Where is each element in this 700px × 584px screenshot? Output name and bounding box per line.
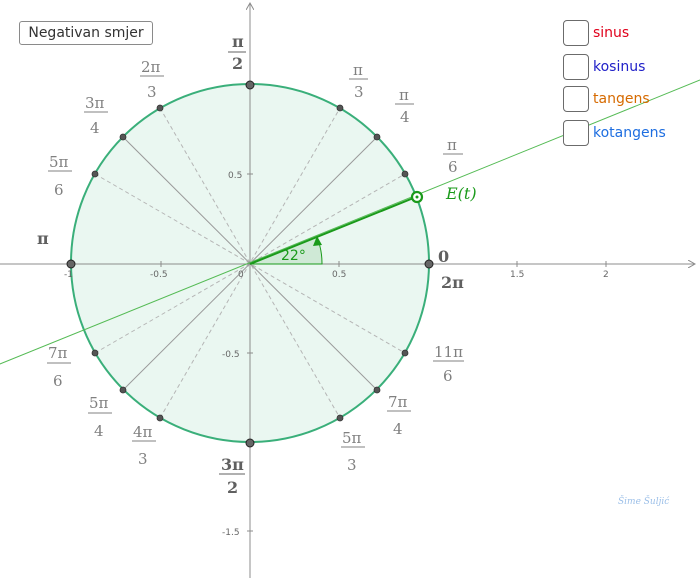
checkbox-sinus[interactable]: sinus <box>563 19 629 47</box>
svg-text:4: 4 <box>94 422 104 440</box>
label-seven-pi-6: 7π 6 <box>47 344 71 390</box>
checkbox-kosinus-label: kosinus <box>593 59 646 75</box>
special-points <box>91 104 409 422</box>
label-two-pi: 2π <box>441 273 464 292</box>
svg-text:7π: 7π <box>388 393 408 411</box>
y-tick-0-5: 0.5 <box>228 171 242 181</box>
label-pi-3: π 3 <box>349 61 368 101</box>
checkbox-kosinus-box[interactable] <box>563 54 589 80</box>
label-five-pi-4: 5π 4 <box>88 394 112 440</box>
svg-text:6: 6 <box>54 181 64 199</box>
x-tick-0: 0 <box>238 270 244 280</box>
svg-text:3π: 3π <box>85 94 105 112</box>
label-pi-6: π 6 <box>443 136 463 176</box>
svg-text:5π: 5π <box>342 429 362 447</box>
axes <box>0 4 694 578</box>
svg-text:3π: 3π <box>221 455 244 474</box>
axis-points <box>66 80 434 448</box>
svg-text:4π: 4π <box>133 423 153 441</box>
svg-text:3: 3 <box>138 450 148 468</box>
angle-value-label: 22° <box>281 248 306 264</box>
x-tick-minus-1: -1 <box>64 270 73 280</box>
checkbox-kotangens[interactable]: kotangens <box>563 119 666 147</box>
negative-direction-button[interactable]: Negativan smjer <box>19 21 153 45</box>
svg-text:3: 3 <box>347 456 357 474</box>
angle-arrow-icon <box>313 236 322 246</box>
y-tick-minus-1-5: -1.5 <box>222 528 240 538</box>
label-three-half-pi: 3π 2 <box>219 455 245 497</box>
svg-text:π: π <box>353 61 363 79</box>
x-tick-0-5: 0.5 <box>332 270 346 280</box>
y-tick-minus-0-5: -0.5 <box>222 350 240 360</box>
checkbox-kosinus[interactable]: kosinus <box>563 53 645 81</box>
svg-text:6: 6 <box>448 158 458 176</box>
svg-text:5π: 5π <box>89 394 109 412</box>
svg-text:4: 4 <box>90 119 100 137</box>
label-five-pi-3: 5π 3 <box>341 429 365 474</box>
svg-text:2: 2 <box>227 478 238 497</box>
label-pi-4: π 4 <box>395 86 414 126</box>
svg-text:π: π <box>399 86 409 104</box>
svg-text:3: 3 <box>147 83 157 101</box>
radius-to-point <box>249 196 417 265</box>
x-tick-1-5: 1.5 <box>510 270 524 280</box>
label-three-pi-4: 3π 4 <box>84 94 108 137</box>
svg-text:π: π <box>447 136 457 154</box>
svg-text:4: 4 <box>400 108 410 126</box>
label-four-pi-3: 4π 3 <box>132 423 156 468</box>
label-half-pi: π 2 <box>228 32 246 73</box>
checkbox-tangens-box[interactable] <box>563 86 589 112</box>
svg-text:π: π <box>232 32 244 51</box>
svg-text:6: 6 <box>443 367 453 385</box>
x-tick-2: 2 <box>603 270 609 280</box>
svg-text:3: 3 <box>354 83 364 101</box>
x-tick-minus-0-5: -0.5 <box>150 270 168 280</box>
svg-text:4: 4 <box>393 420 403 438</box>
svg-text:6: 6 <box>53 372 63 390</box>
svg-text:2: 2 <box>232 54 243 73</box>
svg-text:11π: 11π <box>434 343 463 361</box>
checkbox-tangens[interactable]: tangens <box>563 85 650 113</box>
checkbox-kotangens-label: kotangens <box>593 125 666 141</box>
checkbox-kotangens-box[interactable] <box>563 120 589 146</box>
svg-text:7π: 7π <box>48 344 68 362</box>
svg-text:2π: 2π <box>141 58 161 76</box>
label-eleven-pi-6: 11π 6 <box>433 343 464 385</box>
checkbox-tangens-label: tangens <box>593 91 650 107</box>
checkbox-sinus-box[interactable] <box>563 20 589 46</box>
author-signature: Šime Šuljić <box>618 495 670 507</box>
point-e-label: E(t) <box>445 184 477 203</box>
label-two-pi-3: 2π 3 <box>140 58 164 101</box>
label-five-pi-6: 5π 6 <box>48 153 72 199</box>
checkbox-sinus-label: sinus <box>593 25 630 41</box>
svg-text:5π: 5π <box>49 153 69 171</box>
label-seven-pi-4: 7π 4 <box>387 393 411 438</box>
label-zero: 0 <box>438 247 449 266</box>
label-pi: π <box>37 229 49 248</box>
